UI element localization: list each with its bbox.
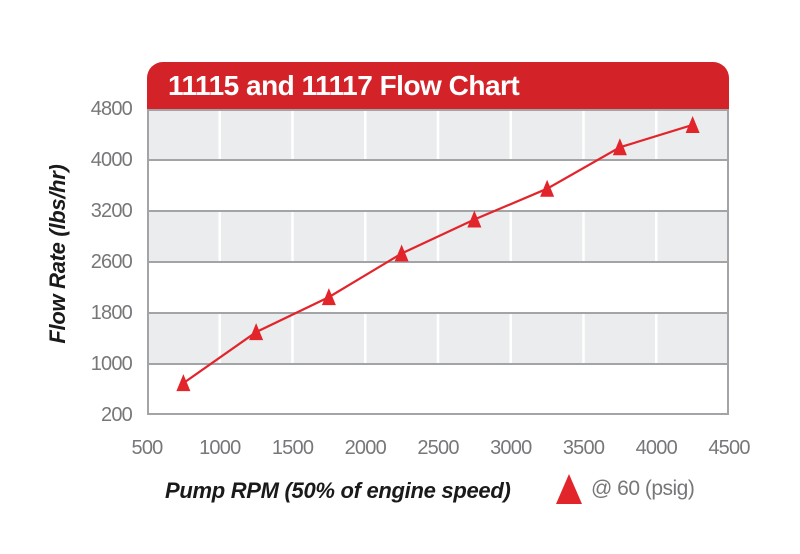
y-tick-label: 1000 <box>90 353 133 375</box>
data-point-marker <box>612 138 627 156</box>
data-point-marker <box>467 210 482 228</box>
data-line <box>182 123 693 385</box>
legend: @ 60 (psig) <box>556 474 695 504</box>
y-tick-label: 200 <box>101 404 133 426</box>
x-tick-label: 4500 <box>708 437 750 459</box>
legend-label: @ 60 (psig) <box>591 477 695 500</box>
plot-border <box>147 109 729 415</box>
y-tick-label: 1800 <box>90 302 133 324</box>
y-tick-label: 3200 <box>90 200 133 222</box>
x-tick-label: 500 <box>131 437 164 459</box>
data-point-marker <box>685 115 700 133</box>
data-point-marker <box>321 288 336 306</box>
data-point-marker <box>249 323 264 341</box>
y-tick-label: 4800 <box>90 98 133 120</box>
x-tick-label: 1000 <box>199 437 241 459</box>
y-tick-label: 4000 <box>90 149 133 171</box>
data-point-marker <box>394 244 409 262</box>
legend-triangle-icon <box>556 474 582 504</box>
x-tick-label: 2000 <box>344 437 387 459</box>
plot-area <box>147 109 729 415</box>
x-tick-label: 3500 <box>562 437 605 459</box>
data-point-marker <box>540 179 555 197</box>
x-tick-label: 4000 <box>635 437 678 459</box>
x-tick-label: 1500 <box>271 437 314 459</box>
y-tick-label: 2600 <box>90 251 133 273</box>
data-point-marker <box>176 374 191 392</box>
x-tick-label: 2500 <box>417 437 459 459</box>
chart-title: 11115 and 11117 Flow Chart <box>168 69 520 101</box>
x-tick-label: 3000 <box>490 437 532 459</box>
x-axis-title: Pump RPM (50% of engine speed) <box>165 478 511 503</box>
chart-title-banner: 11115 and 11117 Flow Chart <box>147 62 729 109</box>
